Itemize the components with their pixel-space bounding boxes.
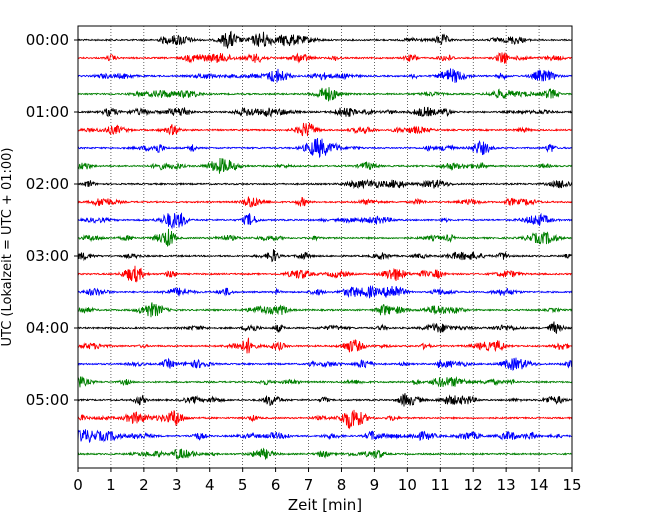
y-axis-label: UTC (Lokalzeit = UTC + 01:00) xyxy=(0,148,15,347)
seismic-trace xyxy=(77,393,573,407)
x-tick-label: 10 xyxy=(398,476,417,494)
seismic-trace xyxy=(77,337,573,354)
x-axis: 0 1 2 3 4 5 6 7 8 9 10 11 12 13 14 15 xyxy=(73,468,582,494)
seismic-trace xyxy=(77,137,573,159)
x-tick-label: 1 xyxy=(106,476,116,494)
x-tick-label: 13 xyxy=(497,476,516,494)
y-tick-label: 00:00 xyxy=(26,31,69,49)
y-tick-label: 01:00 xyxy=(26,103,69,121)
x-tick-label: 5 xyxy=(238,476,248,494)
x-tick-label: 15 xyxy=(562,476,581,494)
seismic-trace xyxy=(77,284,573,299)
seismic-trace xyxy=(77,196,573,208)
x-tick-label: 14 xyxy=(530,476,549,494)
y-tick-label: 03:00 xyxy=(26,247,69,265)
seismic-trace xyxy=(77,302,573,318)
plot-frame xyxy=(77,25,573,469)
y-tick-label: 02:00 xyxy=(26,175,69,193)
seismic-trace xyxy=(77,429,573,444)
seismic-trace xyxy=(77,265,573,283)
y-tick-label: 05:00 xyxy=(26,391,69,409)
seismic-trace xyxy=(77,68,573,83)
y-tick-label: 04:00 xyxy=(26,319,69,337)
plot-background xyxy=(78,26,572,468)
seismic-trace xyxy=(77,106,573,118)
x-tick-label: 12 xyxy=(464,476,483,494)
seismic-trace xyxy=(77,228,573,247)
seismic-trace xyxy=(77,409,573,430)
x-tick-label: 6 xyxy=(271,476,281,494)
seismic-trace xyxy=(77,249,573,263)
x-tick-label: 7 xyxy=(304,476,314,494)
seismic-trace xyxy=(77,30,573,49)
x-tick-label: 0 xyxy=(73,476,83,494)
x-axis-label: Zeit [min] xyxy=(288,496,362,514)
x-tick-label: 2 xyxy=(139,476,149,494)
x-tick-label: 4 xyxy=(205,476,215,494)
seismic-trace xyxy=(77,376,573,388)
seismic-trace xyxy=(77,52,573,65)
seismic-trace xyxy=(77,447,573,461)
x-tick-label: 11 xyxy=(431,476,450,494)
x-tick-label: 9 xyxy=(370,476,380,494)
seismic-trace xyxy=(77,321,573,335)
seismic-trace xyxy=(77,158,573,174)
y-axis: 00:00 01:00 02:00 03:00 04:00 05:00 xyxy=(26,31,78,409)
x-tick-label: 8 xyxy=(337,476,347,494)
seismic-trace xyxy=(77,212,573,230)
seismic-trace xyxy=(77,178,573,190)
seismic-trace xyxy=(77,122,573,137)
traces xyxy=(77,30,573,461)
seismic-trace xyxy=(77,357,573,372)
x-tick-label: 3 xyxy=(172,476,182,494)
seismic-trace xyxy=(77,87,573,102)
